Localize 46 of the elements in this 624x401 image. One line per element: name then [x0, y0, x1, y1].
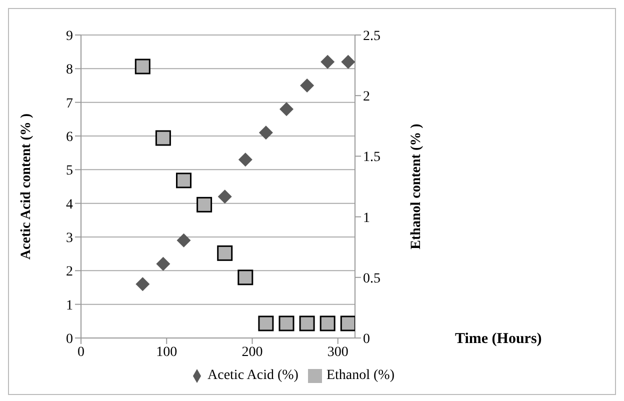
y-tick-label: 2: [66, 264, 73, 280]
y2-tick-label: 0.5: [363, 271, 380, 286]
point: [176, 233, 191, 248]
y-tick-label: 1: [66, 298, 73, 314]
point: [341, 54, 355, 69]
point: [258, 126, 273, 140]
y-tick-label: 9: [66, 28, 73, 44]
point: [156, 256, 170, 271]
point: [258, 316, 274, 332]
point: [134, 58, 150, 74]
x-axis-title: Time (Hours): [455, 331, 542, 348]
x-tick-label: 200: [242, 344, 263, 360]
y2-tick-label: 2: [363, 90, 370, 105]
x-tick-label: 0: [78, 344, 84, 360]
y-tick-label: 4: [66, 197, 73, 212]
point: [340, 316, 355, 332]
y-tick-label: 8: [66, 62, 73, 78]
y-tick-label: 5: [66, 164, 73, 179]
point: [176, 172, 192, 188]
y-tick-label: 0: [66, 332, 73, 347]
y2-tick-label: 0: [363, 332, 370, 347]
y-tick-label: 3: [66, 230, 73, 246]
point: [300, 78, 314, 92]
point: [320, 316, 336, 332]
point: [320, 54, 335, 69]
y-tick-label: 7: [66, 96, 73, 112]
x-tick-label: 100: [156, 344, 178, 360]
y2-tick-label: 1.5: [363, 150, 380, 166]
y2-axis-title: Ethanol content (% ): [408, 123, 424, 250]
y-tick-label: 6: [66, 130, 73, 145]
y2-tick-label: 2.5: [363, 28, 380, 44]
y-axis-title: Acetic Acid content (% ): [18, 113, 34, 260]
point: [280, 102, 294, 116]
legend-label: Acetic Acid (%): [208, 368, 298, 383]
point: [218, 190, 232, 204]
x-tick-label: 300: [327, 344, 348, 360]
point: [238, 152, 252, 167]
point: [217, 245, 233, 261]
point: [299, 316, 315, 332]
point: [136, 277, 150, 292]
y2-tick-label: 1: [363, 210, 370, 226]
legend-label: Ethanol (%): [326, 368, 394, 383]
point: [238, 270, 254, 286]
point: [196, 196, 212, 212]
point: [155, 130, 171, 146]
point: [278, 316, 294, 332]
